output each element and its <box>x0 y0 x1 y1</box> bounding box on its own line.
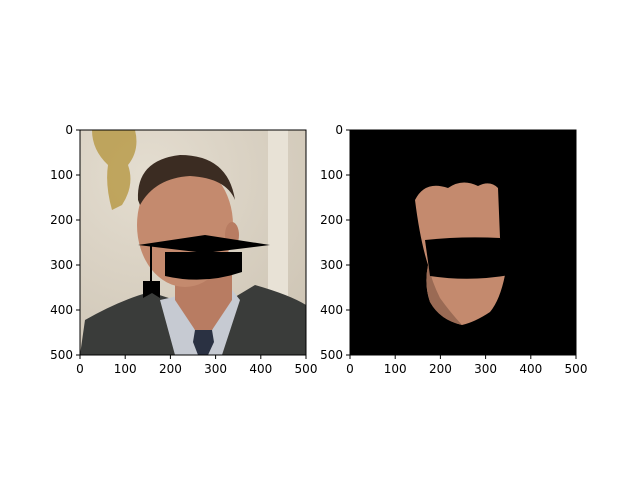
cap-board <box>138 235 270 253</box>
left-y-tick-label: 400 <box>50 303 73 317</box>
left-image-panel <box>80 130 306 355</box>
right-x-tick-label: 500 <box>565 362 588 376</box>
left-x-tick-label: 500 <box>295 362 318 376</box>
cap-strap <box>150 245 152 283</box>
right-x-tick-label: 300 <box>474 362 497 376</box>
right-image-panel <box>350 130 576 355</box>
left-x-tick-label: 100 <box>114 362 137 376</box>
right-y-tick-label: 200 <box>320 213 343 227</box>
right-x-tick-label: 100 <box>384 362 407 376</box>
hair <box>137 155 235 205</box>
right-x-tick-label: 400 <box>519 362 542 376</box>
left-y-tick-label: 500 <box>50 348 73 362</box>
left-x-tick-label: 200 <box>159 362 182 376</box>
left-y-tick-label: 0 <box>65 123 73 137</box>
right-x-tick-label: 200 <box>429 362 452 376</box>
left-x-tick-label: 400 <box>249 362 272 376</box>
gold-ornament <box>92 130 137 210</box>
right-y-tick-label: 0 <box>335 123 343 137</box>
right-y-tick-label: 100 <box>320 168 343 182</box>
cap-base <box>165 252 242 280</box>
left-axes-frame <box>79 129 307 356</box>
right-y-tick-label: 500 <box>320 348 343 362</box>
right-y-tick-label: 400 <box>320 303 343 317</box>
left-y-tick-label: 100 <box>50 168 73 182</box>
face-shadow <box>426 265 462 325</box>
left-x-tick-label: 300 <box>204 362 227 376</box>
right-axes-frame <box>349 129 577 356</box>
mouth-mask <box>425 237 510 279</box>
right-x-tick-label: 0 <box>346 362 354 376</box>
left-y-tick-label: 200 <box>50 213 73 227</box>
tie <box>193 330 214 355</box>
left-y-tick-label: 300 <box>50 258 73 272</box>
cap-tassel <box>143 281 160 298</box>
left-x-tick-label: 0 <box>76 362 84 376</box>
right-y-tick-label: 300 <box>320 258 343 272</box>
